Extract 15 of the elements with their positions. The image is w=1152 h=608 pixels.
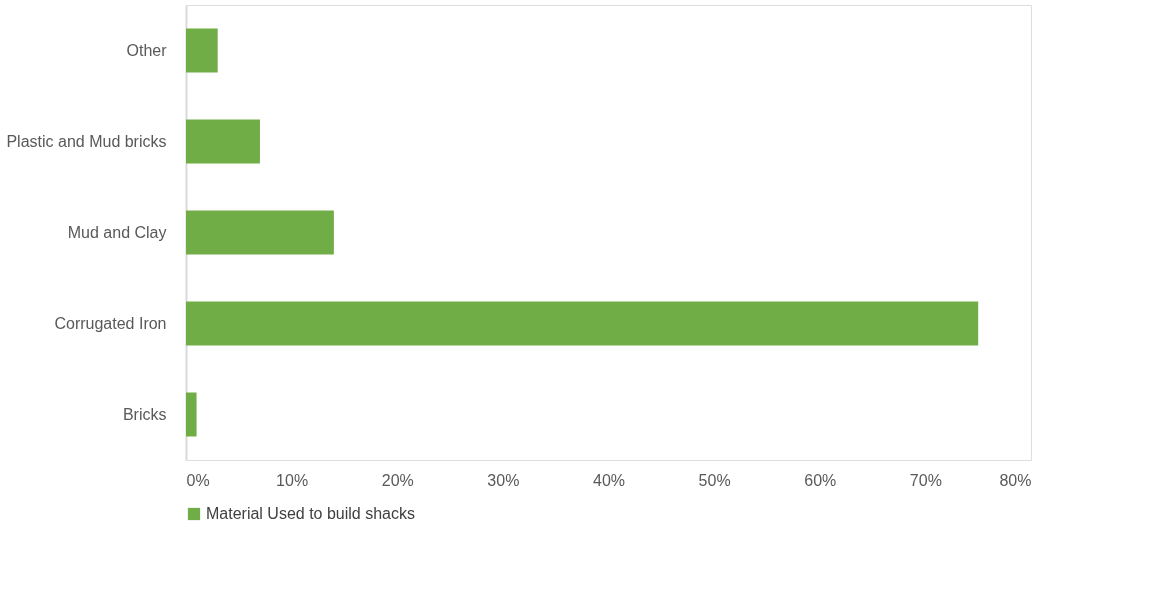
x-tick-label: 50% <box>698 471 731 489</box>
x-tick-label: 0% <box>186 471 210 489</box>
x-tick-label: 60% <box>804 471 837 489</box>
x-tick-label: 70% <box>909 471 942 489</box>
y-tick-label: Other <box>126 41 168 59</box>
x-tick-label: 30% <box>487 471 520 489</box>
x-tick-label: 40% <box>592 471 626 489</box>
y-tick-label: Corrugated Iron <box>54 314 167 332</box>
x-tick-label: 10% <box>276 471 309 489</box>
y-tick-label: Mud and Clay <box>67 223 167 241</box>
y-tick-label: Plastic and Mud bricks <box>6 132 167 150</box>
x-tick-label: 20% <box>381 471 414 489</box>
y-tick-label: Bricks <box>122 405 167 423</box>
x-tick-label: 80% <box>999 471 1032 489</box>
legend-label: Material Used to build shacks <box>206 505 415 522</box>
